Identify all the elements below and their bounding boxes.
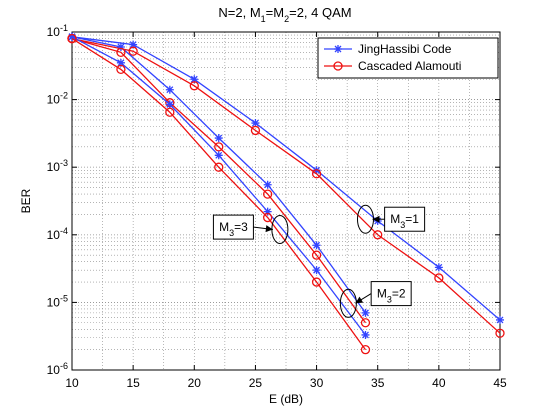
chart-title: N=2, M1=M2=2, 4 QAM bbox=[218, 5, 351, 24]
y-tick-label: 10-3 bbox=[47, 158, 68, 174]
data-point-star bbox=[312, 266, 321, 275]
data-point-circle bbox=[360, 318, 371, 328]
annotation-label: M3=3 bbox=[219, 220, 248, 238]
y-tick-label: 10-1 bbox=[47, 23, 68, 39]
data-point-circle bbox=[434, 273, 444, 283]
annotation-box bbox=[370, 281, 412, 307]
series-layer bbox=[67, 32, 505, 355]
data-point-circle bbox=[360, 345, 371, 355]
legend-box bbox=[317, 37, 499, 79]
x-tick-label: 25 bbox=[249, 376, 263, 390]
legend-marker-circle bbox=[333, 61, 343, 71]
data-point-star bbox=[165, 85, 174, 94]
data-point-circle bbox=[214, 162, 224, 172]
annotation-ellipse bbox=[271, 214, 289, 244]
data-point-circle bbox=[128, 46, 138, 56]
data-point-star bbox=[263, 207, 272, 216]
plot-frame bbox=[71, 31, 501, 371]
annotation-M3=1: M3=1 bbox=[356, 204, 426, 234]
annotation-label: M3=1 bbox=[390, 212, 419, 230]
y-axis-label: BER bbox=[19, 188, 33, 213]
y-tick-label: 10-6 bbox=[47, 361, 68, 377]
legend-entry: Cascaded Alamouti bbox=[324, 59, 461, 73]
data-point-star bbox=[496, 315, 504, 324]
data-point-circle bbox=[495, 328, 505, 338]
data-point-circle bbox=[311, 169, 322, 179]
data-point-circle bbox=[373, 230, 383, 240]
data-point-star bbox=[361, 308, 370, 317]
data-point-star bbox=[214, 134, 223, 143]
x-axis-label: E (dB) bbox=[269, 392, 303, 406]
annotations: M3=1 M3=2 M3=3 bbox=[212, 204, 426, 318]
legend-label: JingHassibi Code bbox=[358, 42, 452, 56]
series-line bbox=[71, 37, 501, 334]
data-point-circle bbox=[165, 107, 175, 117]
data-point-star bbox=[190, 75, 199, 84]
data-point-circle bbox=[311, 277, 322, 287]
data-point-star bbox=[251, 119, 260, 128]
data-point-star bbox=[312, 241, 321, 250]
annotation-label: M3=2 bbox=[377, 287, 406, 305]
annotation-M3=2: M3=2 bbox=[339, 281, 412, 318]
annotation-M3=3: M3=3 bbox=[212, 214, 289, 244]
data-point-circle bbox=[263, 189, 273, 199]
data-point-circle bbox=[116, 47, 126, 57]
data-point-star bbox=[434, 263, 443, 272]
x-axis-ticks: 10 15 20 25 30 35 40 45 bbox=[65, 32, 507, 390]
y-tick-label: 10-5 bbox=[47, 293, 68, 309]
data-point-circle bbox=[214, 142, 224, 152]
series-4 bbox=[67, 33, 371, 328]
x-tick-label: 45 bbox=[493, 376, 507, 390]
x-tick-label: 20 bbox=[188, 376, 202, 390]
x-tick-label: 15 bbox=[126, 376, 140, 390]
series-line bbox=[71, 36, 501, 321]
axes-box bbox=[71, 31, 501, 371]
data-point-star bbox=[214, 151, 223, 160]
series-line bbox=[71, 38, 367, 351]
annotation-arrowhead bbox=[372, 215, 380, 223]
legend-label: Cascaded Alamouti bbox=[358, 59, 461, 73]
data-point-star bbox=[129, 40, 138, 49]
data-point-star bbox=[263, 180, 272, 189]
annotation-ellipse bbox=[356, 204, 374, 234]
legend: JingHassibi Code Cascaded Alamouti bbox=[317, 37, 499, 79]
annotation-ellipse bbox=[339, 288, 357, 318]
y-tick-label: 10-2 bbox=[47, 91, 68, 107]
data-point-star bbox=[68, 32, 76, 41]
data-point-circle bbox=[250, 125, 261, 136]
series-line bbox=[71, 36, 367, 336]
x-tick-label: 10 bbox=[65, 376, 79, 390]
x-tick-label: 40 bbox=[432, 376, 446, 390]
series-5 bbox=[68, 32, 370, 339]
y-tick-label: 10-4 bbox=[47, 226, 68, 242]
x-tick-label: 35 bbox=[371, 376, 385, 390]
data-point-star bbox=[116, 58, 125, 67]
data-point-star bbox=[116, 42, 125, 51]
data-point-star bbox=[361, 330, 370, 339]
annotation-box bbox=[212, 214, 254, 240]
data-point-circle bbox=[189, 81, 199, 91]
annotation-arrowhead bbox=[355, 296, 364, 304]
series-6 bbox=[67, 33, 371, 355]
legend-marker-star bbox=[334, 45, 342, 53]
series-line bbox=[71, 37, 367, 324]
series-3 bbox=[68, 32, 370, 317]
data-point-circle bbox=[263, 212, 273, 223]
data-point-circle bbox=[67, 33, 77, 44]
legend-entry: JingHassibi Code bbox=[324, 42, 452, 56]
data-point-star bbox=[165, 100, 174, 109]
y-axis-ticks: 10-6 10-5 10-4 10-3 10-2 10-1 bbox=[47, 23, 500, 377]
x-tick-label: 30 bbox=[310, 376, 324, 390]
data-point-circle bbox=[116, 64, 126, 75]
annotation-arrowhead bbox=[265, 225, 273, 233]
data-point-circle bbox=[311, 250, 322, 260]
